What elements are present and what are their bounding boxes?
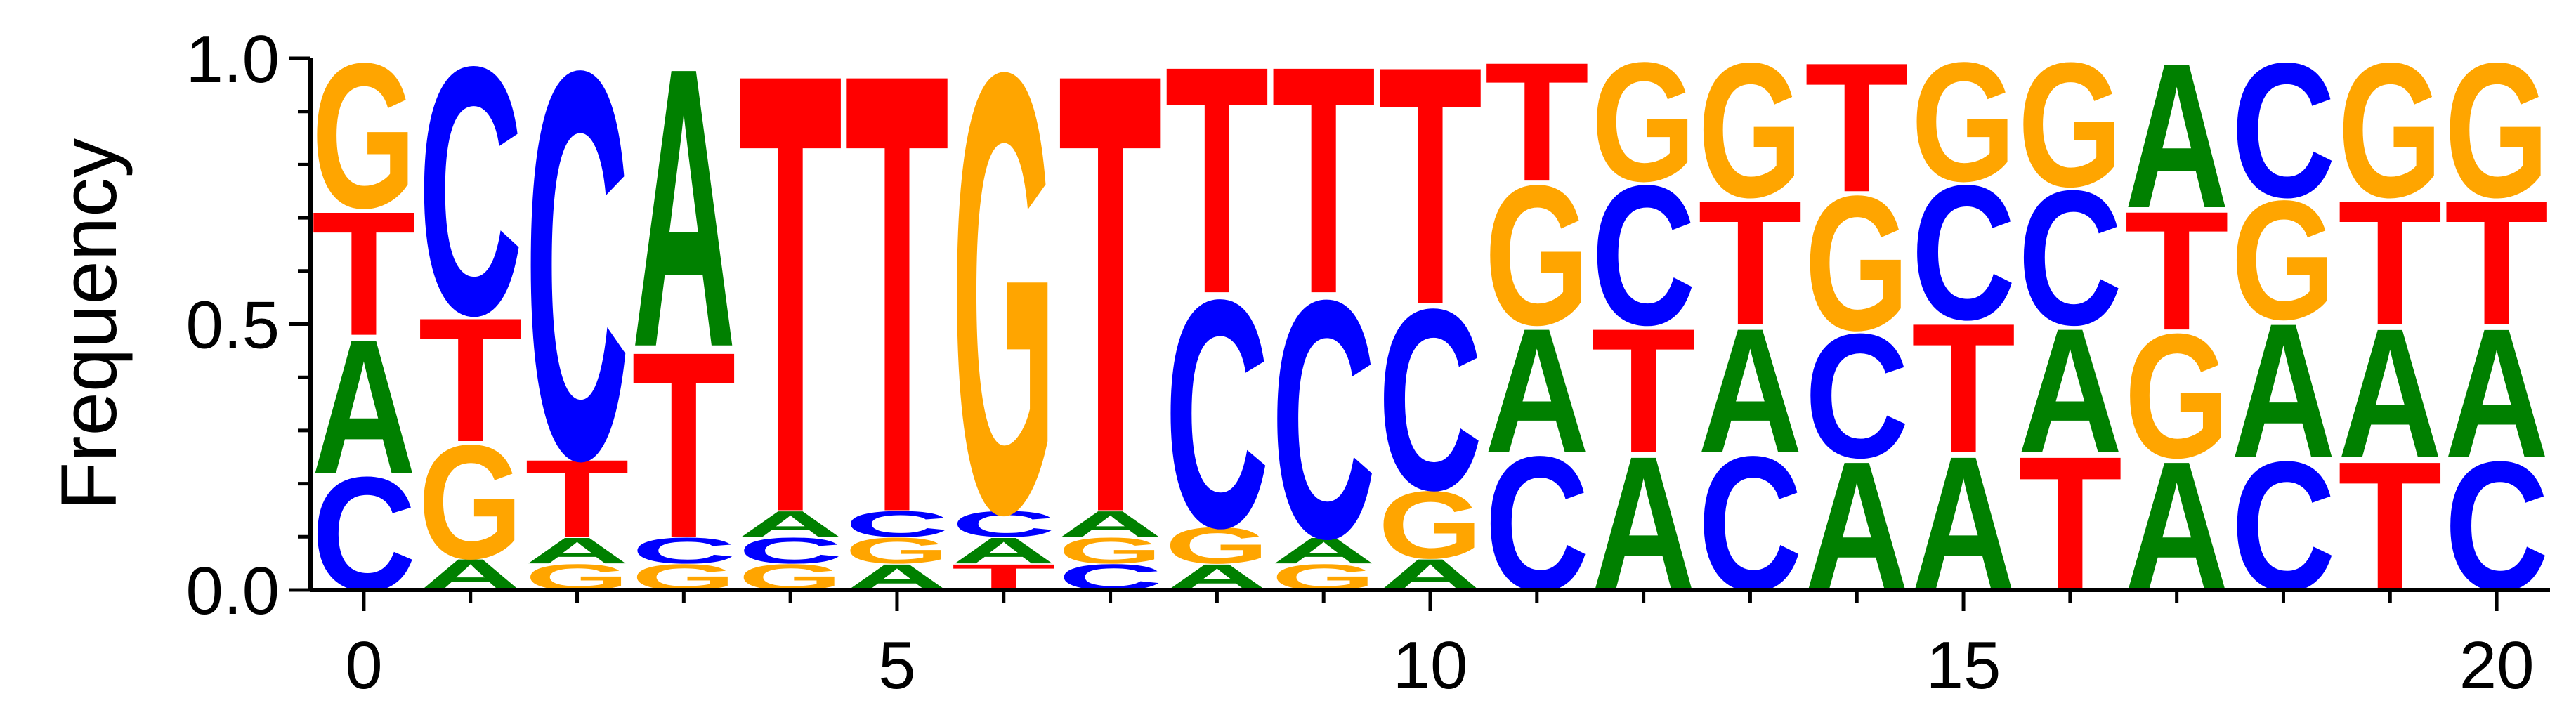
x-tick-label: 20 <box>2459 628 2535 703</box>
logo-letter-g: G <box>1911 28 2016 218</box>
x-tick-label: 10 <box>1393 628 1468 703</box>
x-axis-ticks: 0 5 10 15 20 <box>345 590 2534 703</box>
logo-letter-a: A <box>1058 504 1163 545</box>
logo-letter-t: T <box>2338 164 2443 362</box>
logo-letter-a: A <box>2231 284 2336 499</box>
logo-letter-t: T <box>1165 0 1269 362</box>
logo-letter-g: G <box>2018 26 2122 224</box>
logo-letter-t: T <box>1698 164 1803 362</box>
y-axis-ticks: 0.0 0.5 1.0 <box>186 22 310 629</box>
logo-letter-t: T <box>1484 27 1589 217</box>
logo-letter-a: A <box>525 530 629 572</box>
y-tick-label: 1.0 <box>186 22 280 97</box>
logo-letter-c: C <box>525 0 629 575</box>
logo-letter-g: G <box>1378 472 1483 579</box>
logo-letter-t: T <box>2124 176 2229 366</box>
logo-letter-a: A <box>2445 291 2549 497</box>
x-tick-label: 15 <box>1926 628 2001 703</box>
logo-letter-g: G <box>2231 166 2336 356</box>
logo-letter-g: G <box>2124 297 2229 495</box>
logo-letter-c: C <box>738 530 843 572</box>
logo-letter-c: C <box>951 504 1056 545</box>
logo-letter-c: C <box>1911 146 2016 360</box>
logo-letter-a: A <box>951 530 1056 572</box>
logo-letter-t: T <box>1058 0 1163 643</box>
logo-letter-t: T <box>312 175 417 373</box>
logo-letter-g: G <box>1805 155 1909 370</box>
logo-letter-t: T <box>632 297 736 593</box>
logo-letter-c: C <box>418 0 523 389</box>
logo-letter-g: G <box>1165 517 1269 575</box>
logo-letter-c: C <box>1378 256 1483 544</box>
logo-letter-a: A <box>2018 291 2122 490</box>
logo-letter-a: A <box>2124 20 2229 251</box>
logo-letter-t: T <box>1378 0 1483 376</box>
logo-letter-t: T <box>1805 25 1909 231</box>
logo-letter-a: A <box>738 504 843 545</box>
y-axis-label: Frequency <box>45 138 133 510</box>
logo-letter-t: T <box>1591 291 1696 490</box>
logo-letter-g: G <box>312 20 417 251</box>
logo-letter-a: A <box>312 300 417 514</box>
logo-letter-c: C <box>1271 230 1376 609</box>
y-tick-label: 0.5 <box>186 288 280 363</box>
logo-letter-g: G <box>418 411 523 592</box>
x-tick-label: 0 <box>345 628 382 703</box>
logo-letter-c: C <box>1591 143 1696 367</box>
logo-letter-g: G <box>951 0 1056 643</box>
logo-letter-t: T <box>1271 0 1376 362</box>
logo-letter-a: A <box>1271 530 1376 572</box>
logo-letter-g: G <box>1698 22 1803 237</box>
y-tick-label: 0.0 <box>186 553 280 629</box>
logo-letter-g: G <box>2338 22 2443 237</box>
logo-letter-t: T <box>525 437 629 560</box>
logo-letter-t: T <box>845 0 950 643</box>
logo-letter-a: A <box>2338 291 2443 497</box>
axes: 0.0 0.5 1.0 0 5 10 15 20 <box>186 22 2550 703</box>
logo-letter-g: G <box>845 530 950 572</box>
logo-letter-c: C <box>1805 296 1909 495</box>
logo-letter-t: T <box>1911 285 2016 492</box>
logo-letter-c: C <box>632 530 736 572</box>
logo-letter-c: C <box>2018 151 2122 365</box>
logo-letter-c: C <box>1165 232 1269 596</box>
logo-letter-t: T <box>738 0 843 643</box>
x-tick-label: 5 <box>878 628 915 703</box>
logo-letter-c: C <box>2231 24 2336 238</box>
logo-letter-a: A <box>632 0 736 431</box>
logo-letter-c: C <box>845 504 950 545</box>
logo-letter-t: T <box>418 281 523 479</box>
logo-letter-t: T <box>2445 164 2549 362</box>
logo-letter-g: G <box>1591 28 1696 218</box>
logo-letter-g: G <box>1058 530 1163 572</box>
logo-letter-a: A <box>1484 291 1589 490</box>
logo-letter-g: G <box>1484 145 1589 367</box>
logo-letter-g: G <box>2445 22 2549 237</box>
logo-letter-a: A <box>1698 291 1803 490</box>
